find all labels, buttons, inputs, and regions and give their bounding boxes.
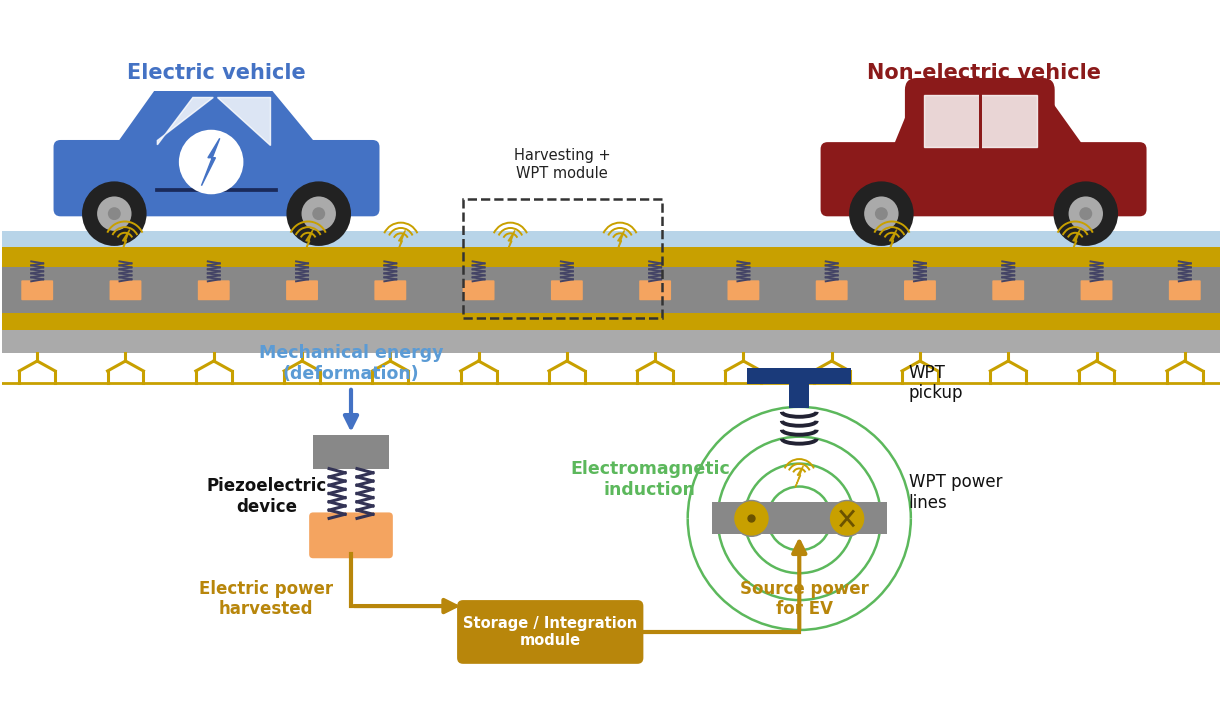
Polygon shape xyxy=(303,230,313,255)
Circle shape xyxy=(286,181,351,246)
FancyBboxPatch shape xyxy=(21,281,53,300)
Bar xyxy=(2,231,1220,247)
FancyBboxPatch shape xyxy=(821,142,1146,216)
Polygon shape xyxy=(887,230,897,255)
Text: WPT
pickup: WPT pickup xyxy=(909,363,963,402)
Polygon shape xyxy=(1070,230,1080,255)
Text: Non-electric vehicle: Non-electric vehicle xyxy=(866,63,1101,83)
FancyBboxPatch shape xyxy=(727,281,759,300)
Text: Source power
for EV: Source power for EV xyxy=(739,580,869,618)
Circle shape xyxy=(733,500,770,536)
Circle shape xyxy=(302,196,336,231)
FancyBboxPatch shape xyxy=(1169,281,1201,300)
FancyBboxPatch shape xyxy=(54,140,380,216)
Polygon shape xyxy=(796,465,803,487)
FancyBboxPatch shape xyxy=(551,281,583,300)
Circle shape xyxy=(1068,196,1103,231)
Text: Harvesting +
WPT module: Harvesting + WPT module xyxy=(514,149,611,181)
Circle shape xyxy=(1079,207,1092,220)
Polygon shape xyxy=(158,97,214,145)
FancyBboxPatch shape xyxy=(286,281,318,300)
Circle shape xyxy=(313,207,325,220)
FancyBboxPatch shape xyxy=(1080,281,1112,300)
FancyBboxPatch shape xyxy=(904,281,936,300)
Circle shape xyxy=(875,207,888,220)
Text: Piezoelectric
device: Piezoelectric device xyxy=(207,477,326,516)
FancyBboxPatch shape xyxy=(309,513,392,558)
Bar xyxy=(2,247,1220,268)
FancyBboxPatch shape xyxy=(457,600,643,664)
FancyBboxPatch shape xyxy=(110,281,142,300)
Bar xyxy=(2,313,1220,330)
Bar xyxy=(2,268,1220,313)
Text: WPT power
lines: WPT power lines xyxy=(909,473,1002,512)
FancyBboxPatch shape xyxy=(463,281,495,300)
Polygon shape xyxy=(120,230,130,255)
Circle shape xyxy=(849,181,914,246)
Polygon shape xyxy=(506,231,514,254)
FancyBboxPatch shape xyxy=(313,435,389,468)
FancyBboxPatch shape xyxy=(639,281,671,300)
Polygon shape xyxy=(202,138,220,186)
Polygon shape xyxy=(616,231,624,254)
Text: Storage / Integration
module: Storage / Integration module xyxy=(463,616,638,648)
Circle shape xyxy=(178,130,243,194)
Polygon shape xyxy=(396,231,406,254)
Text: Electromagnetic
induction: Electromagnetic induction xyxy=(569,460,730,499)
Circle shape xyxy=(864,196,898,231)
Circle shape xyxy=(82,181,147,246)
Circle shape xyxy=(97,196,132,231)
Polygon shape xyxy=(892,89,1086,149)
Polygon shape xyxy=(115,91,319,147)
Polygon shape xyxy=(216,97,270,145)
Text: Electric power
harvested: Electric power harvested xyxy=(199,580,334,618)
Circle shape xyxy=(830,500,865,536)
FancyBboxPatch shape xyxy=(748,368,851,384)
Circle shape xyxy=(1053,181,1118,246)
Circle shape xyxy=(108,207,121,220)
FancyBboxPatch shape xyxy=(789,382,809,408)
FancyBboxPatch shape xyxy=(374,281,406,300)
FancyBboxPatch shape xyxy=(711,502,887,534)
Bar xyxy=(2,330,1220,353)
Text: Mechanical energy
(deformation): Mechanical energy (deformation) xyxy=(259,344,444,383)
Text: Electric vehicle: Electric vehicle xyxy=(127,63,306,83)
Polygon shape xyxy=(924,95,1037,147)
FancyBboxPatch shape xyxy=(906,78,1055,161)
FancyBboxPatch shape xyxy=(198,281,230,300)
FancyBboxPatch shape xyxy=(992,281,1024,300)
FancyBboxPatch shape xyxy=(816,281,848,300)
